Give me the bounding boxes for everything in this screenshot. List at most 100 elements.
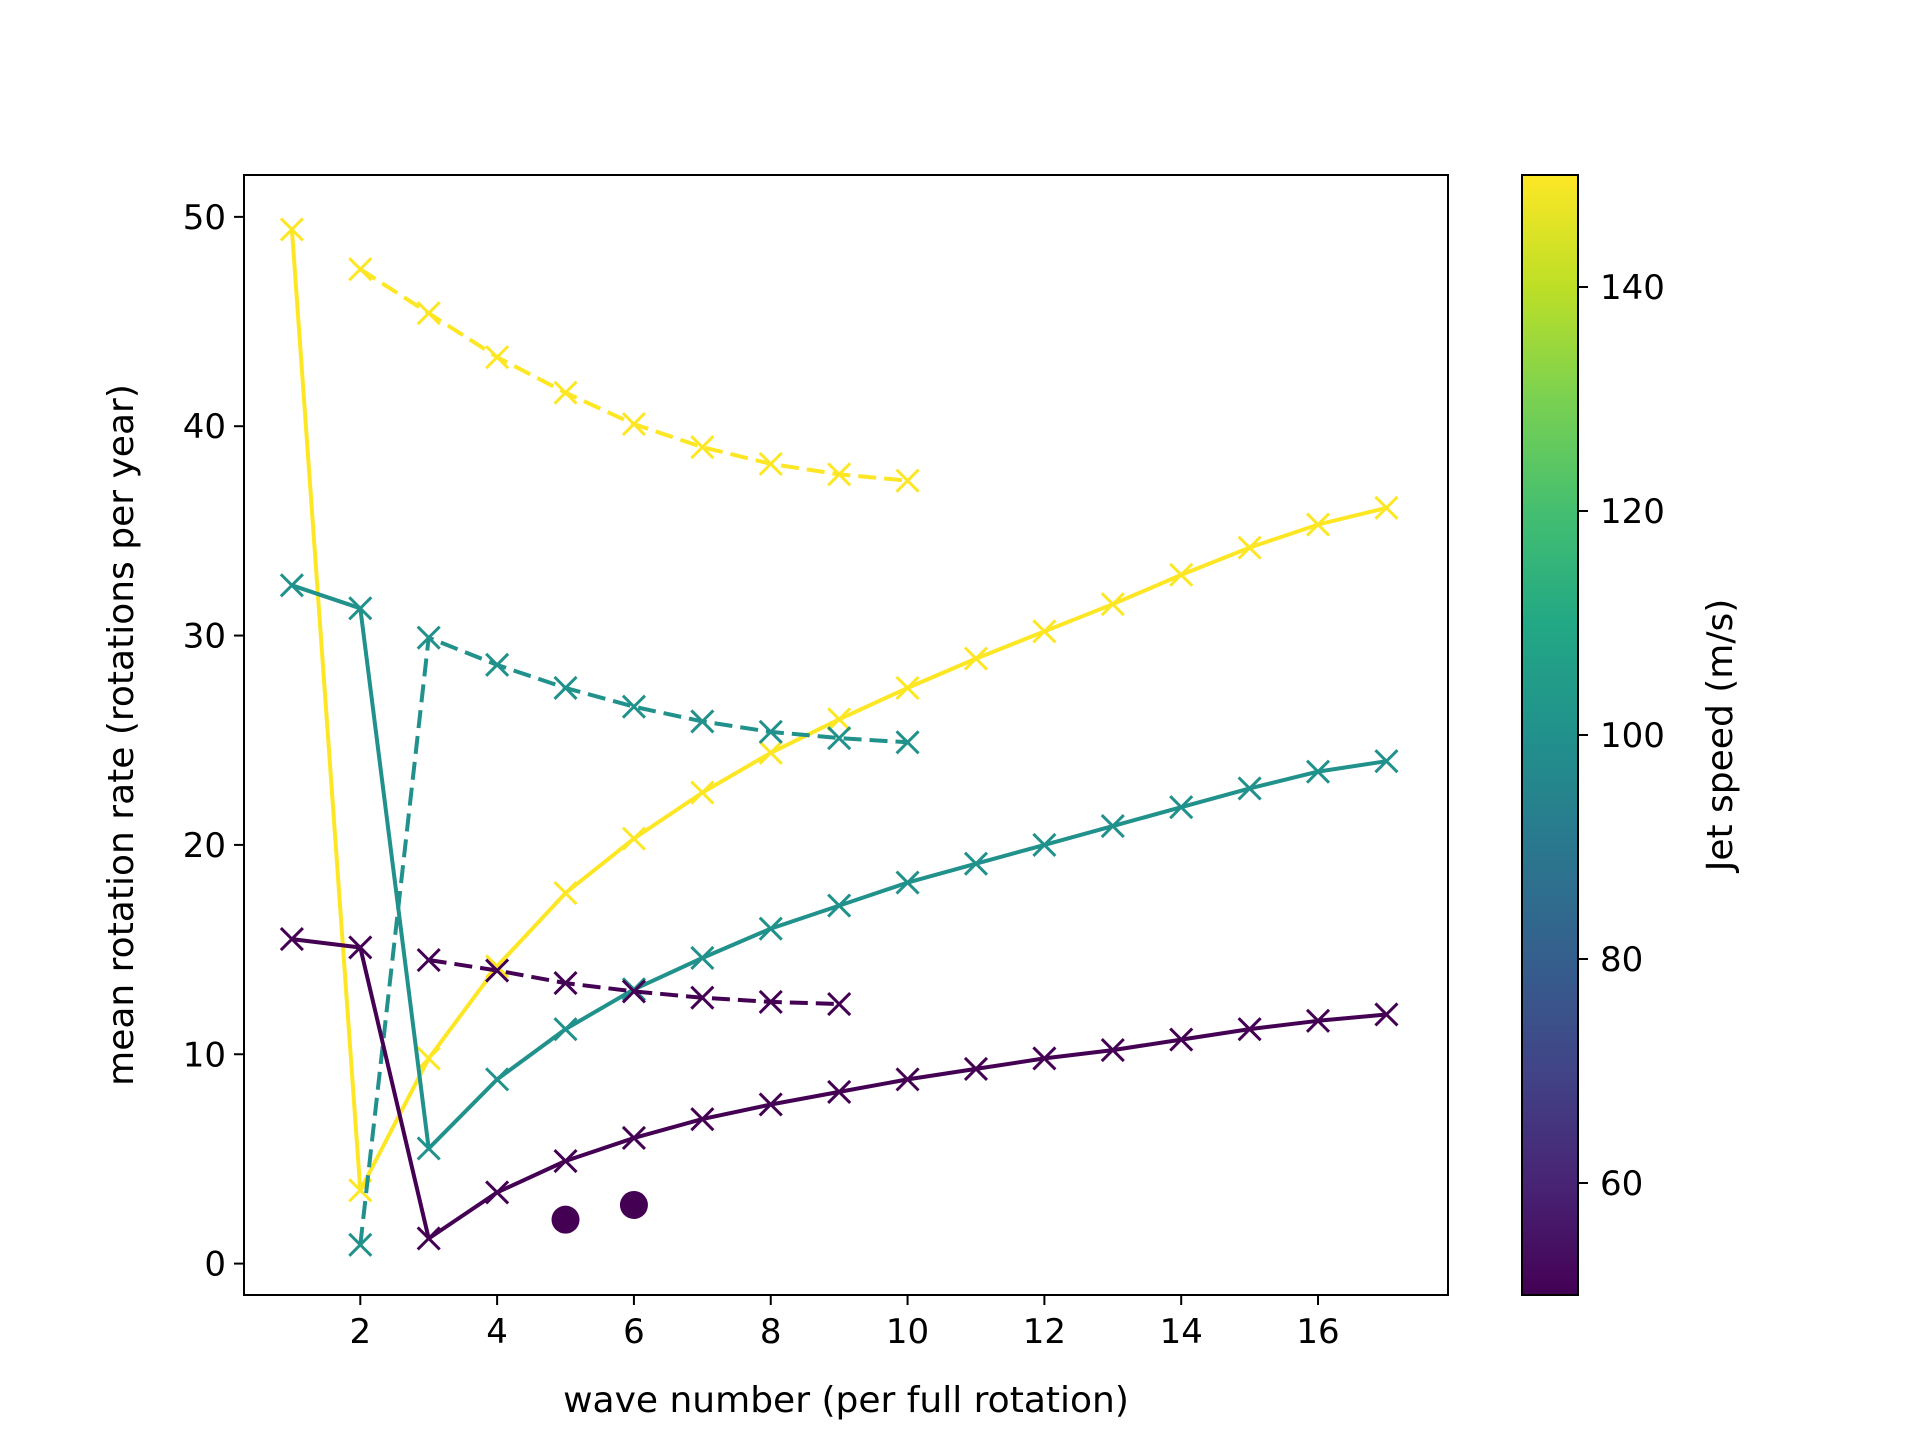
y-tick-label: 0 bbox=[204, 1245, 226, 1285]
series-line bbox=[428, 958, 840, 1006]
data-point-marker bbox=[827, 893, 852, 918]
x-tick-label: 16 bbox=[1296, 1312, 1339, 1352]
y-tick-label: 40 bbox=[183, 407, 226, 447]
data-point-marker bbox=[1169, 562, 1194, 587]
x-axis-label: wave number (per full rotation) bbox=[563, 1380, 1129, 1421]
data-point-marker bbox=[827, 991, 852, 1017]
data-point-marker bbox=[485, 954, 510, 979]
data-point-marker bbox=[963, 646, 989, 671]
data-point-marker bbox=[1237, 776, 1262, 801]
series-6 bbox=[551, 1190, 648, 1234]
data-point-marker bbox=[1100, 592, 1125, 617]
data-point-marker bbox=[758, 719, 783, 744]
data-point-marker bbox=[416, 1226, 441, 1251]
colorbar-tick-label: 100 bbox=[1600, 716, 1665, 756]
data-point-marker bbox=[963, 1056, 989, 1081]
data-point-marker bbox=[619, 1190, 648, 1219]
data-point-marker bbox=[553, 380, 578, 405]
data-point-marker bbox=[1305, 512, 1331, 537]
x-tick-label: 10 bbox=[886, 1312, 929, 1352]
data-point-marker bbox=[690, 435, 715, 460]
colorbar-gradient bbox=[1521, 174, 1579, 1296]
data-point-marker bbox=[621, 826, 646, 851]
data-point-marker bbox=[895, 730, 920, 755]
colorbar-tick-label: 140 bbox=[1600, 268, 1665, 308]
data-point-marker bbox=[758, 916, 783, 941]
y-axis-label: mean rotation rate (rotations per year) bbox=[101, 384, 142, 1086]
data-point-marker bbox=[1032, 619, 1057, 644]
data-point-marker bbox=[485, 1180, 510, 1205]
colorbar-tick-label: 80 bbox=[1600, 940, 1643, 980]
x-tick-label: 8 bbox=[760, 1312, 782, 1352]
data-point-marker bbox=[1374, 495, 1399, 520]
data-point-marker bbox=[553, 1017, 578, 1042]
data-point-marker bbox=[1305, 1008, 1331, 1033]
data-point-marker bbox=[621, 694, 646, 719]
data-point-marker bbox=[758, 989, 783, 1014]
data-point-marker bbox=[758, 451, 783, 476]
data-point-marker bbox=[690, 945, 715, 971]
series-line bbox=[291, 583, 1387, 1151]
data-point-marker bbox=[416, 625, 441, 650]
data-point-marker bbox=[895, 870, 920, 895]
series-0 bbox=[279, 217, 1399, 1203]
data-point-marker bbox=[416, 947, 441, 973]
data-point-marker bbox=[416, 1046, 441, 1071]
colorbar-label: Jet speed (m/s) bbox=[1700, 599, 1741, 874]
data-point-marker bbox=[895, 468, 920, 493]
y-tick-label: 20 bbox=[183, 826, 226, 866]
x-tick-label: 6 bbox=[623, 1312, 645, 1352]
series-line bbox=[359, 267, 908, 483]
series-2 bbox=[279, 573, 1399, 1161]
series-line bbox=[289, 229, 1387, 1193]
data-point-marker bbox=[485, 345, 510, 370]
data-point-marker bbox=[827, 1079, 852, 1104]
data-point-marker bbox=[1237, 1017, 1262, 1042]
y-tick-label: 50 bbox=[183, 198, 226, 238]
data-point-marker bbox=[1032, 1046, 1057, 1071]
colorbar-tick-label: 60 bbox=[1600, 1164, 1643, 1204]
data-point-marker bbox=[963, 851, 989, 876]
y-axis: 0 10 20 30 40 50 bbox=[183, 198, 244, 1285]
x-tick-label: 4 bbox=[486, 1312, 508, 1352]
y-tick-label: 30 bbox=[183, 617, 226, 657]
x-tick-label: 2 bbox=[349, 1312, 371, 1352]
data-point-marker bbox=[1032, 832, 1057, 857]
data-point-marker bbox=[1100, 1038, 1125, 1063]
data-point-marker bbox=[348, 1232, 373, 1257]
plot-area: 2 4 6 8 10 12 14 16 0 10 20 30 40 50 bbox=[183, 174, 1449, 1352]
data-point-marker bbox=[348, 935, 373, 960]
data-point-marker bbox=[553, 971, 578, 996]
data-point-marker bbox=[621, 412, 646, 437]
data-point-marker bbox=[621, 1125, 646, 1151]
data-point-marker bbox=[1169, 1027, 1194, 1052]
data-point-marker bbox=[279, 927, 304, 952]
data-point-marker bbox=[827, 726, 852, 751]
colorbar-ticks: 60 80 100 120 140 bbox=[1578, 268, 1665, 1204]
data-point-marker bbox=[279, 573, 304, 598]
colorbar-tick-label: 120 bbox=[1600, 492, 1665, 532]
data-point-marker bbox=[279, 217, 304, 242]
data-point-marker bbox=[348, 596, 373, 621]
data-point-marker bbox=[690, 1107, 715, 1132]
data-point-marker bbox=[1374, 749, 1399, 774]
data-point-marker bbox=[485, 652, 510, 677]
series-4 bbox=[279, 927, 1399, 1251]
data-point-marker bbox=[827, 462, 852, 487]
series-line bbox=[358, 635, 908, 1246]
data-point-marker bbox=[1237, 535, 1262, 560]
x-tick-label: 12 bbox=[1023, 1312, 1066, 1352]
data-point-marker bbox=[621, 979, 646, 1004]
series-layer bbox=[279, 217, 1399, 1257]
data-point-marker bbox=[553, 880, 578, 906]
data-point-marker bbox=[485, 1067, 510, 1092]
data-point-marker bbox=[348, 257, 373, 282]
plot-frame bbox=[243, 174, 1449, 1296]
data-point-marker bbox=[1374, 1002, 1399, 1027]
series-5 bbox=[416, 947, 852, 1017]
colorbar: 60 80 100 120 140 Jet speed (m/s) bbox=[1521, 174, 1741, 1296]
data-point-marker bbox=[1100, 814, 1125, 839]
data-point-marker bbox=[416, 1136, 441, 1161]
data-point-marker bbox=[758, 740, 783, 765]
